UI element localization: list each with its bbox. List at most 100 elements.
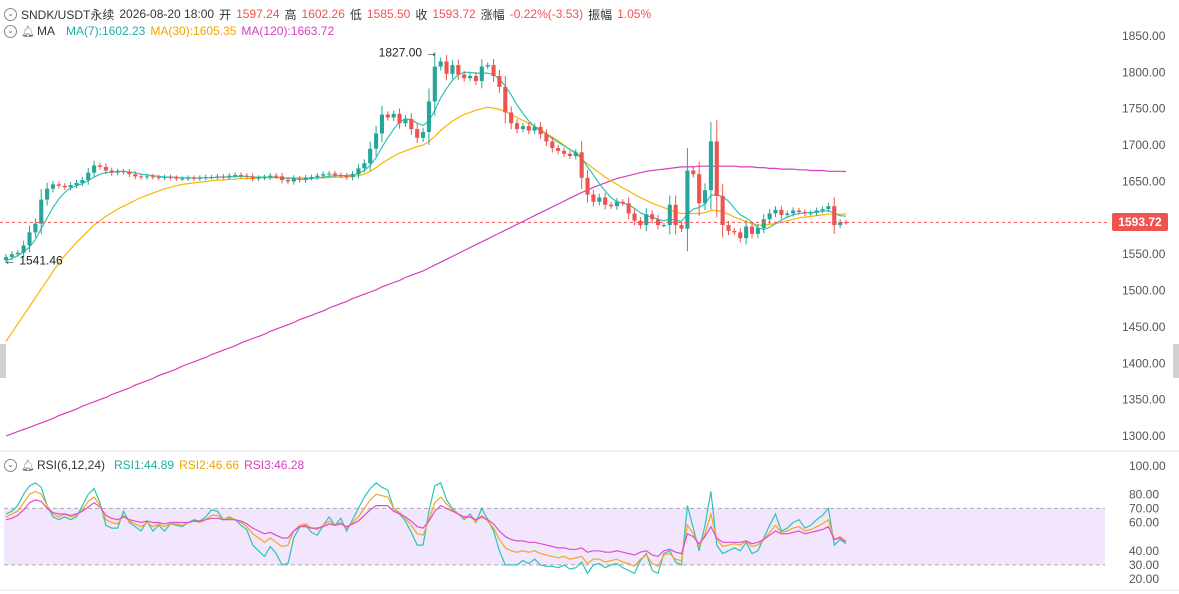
candle-body [415,129,420,138]
candle-body [650,214,655,220]
candle-body [426,101,431,132]
candle-body [362,163,367,169]
candle-body [56,184,61,186]
candle-body [773,209,778,214]
change-label: 涨幅 [480,7,505,22]
rsi-band [4,508,1105,565]
candle-body [761,219,766,228]
candle-body [726,225,731,231]
ma-legend: ⌄ 🔔︎ MA MA(7):1602.23 MA(30):1605.35 MA(… [0,23,339,39]
candle-body [150,176,155,178]
price-tick-label: 1800.00 [1122,65,1166,79]
candle-body [256,177,261,179]
candle-body [655,219,661,226]
rsi-label[interactable]: RSI(6,12,24) [36,458,106,472]
candle-body [291,178,296,182]
collapse-icon[interactable]: ⌄ [4,458,17,472]
candle-body [838,222,843,226]
high-annotation: 1827.00 → [379,46,438,60]
candle-body [80,180,85,183]
collapse-icon[interactable]: ⌄ [4,7,17,21]
candle-body [133,174,138,177]
candle-body [450,65,455,74]
price-tick-label: 1550.00 [1122,247,1166,261]
candle-body [573,152,578,156]
close-label: 收 [415,7,428,22]
candle-body [491,65,496,76]
candle-body [473,76,478,82]
candle-body [203,177,208,179]
ma120-line [5,165,847,437]
price-tick-label: 1850.00 [1122,29,1166,43]
candle-body [209,177,214,179]
candle-body [667,204,672,226]
candle-body [708,141,713,191]
candle-body [468,76,473,79]
change-value: -0.22%(-3.53) [509,7,584,21]
rsi-legend: ⌄ 🔔︎ RSI(6,12,24) RSI1:44.89 RSI2:46.66 … [0,457,309,473]
candle-body [820,209,825,211]
candle-body [121,171,126,173]
candle-body [785,213,790,215]
candle-body [714,141,719,196]
candle-body [227,175,232,178]
candle-body [191,177,197,179]
candle-body [86,172,91,180]
candle-body [603,197,608,205]
price-tick-label: 1500.00 [1122,284,1166,298]
low-value: 1585.50 [366,7,411,21]
bell-icon[interactable]: 🔔︎ [21,459,35,472]
candle-body [661,225,666,227]
rsi1-legend: RSI1:44.89 [114,458,175,472]
rsi-tick-label: 60.00 [1129,516,1159,530]
candle-body [303,177,308,180]
candle-body [356,168,361,175]
candle-body [368,148,373,164]
candle-body [21,245,26,253]
candle-body [68,185,73,188]
candle-body [45,188,50,200]
open-label: 开 [219,7,232,22]
collapse-icon[interactable]: ⌄ [4,24,17,38]
ma-label[interactable]: MA [36,24,55,38]
candle-body [409,118,414,130]
price-tick-label: 1750.00 [1122,102,1166,116]
candle-body [732,230,737,233]
rsi-tick-label: 30.00 [1129,558,1159,572]
low-label: 低 [349,7,362,22]
last-price-tag: 1593.72 [1112,213,1168,231]
candle-body [832,206,837,226]
candle-body [33,223,38,233]
candle-body [379,114,384,134]
candle-body [274,175,279,177]
amplitude-value: 1.05% [617,7,652,21]
candle-body [62,185,67,188]
candle-body [168,177,173,179]
candle-body [262,177,267,179]
left-scroll-handle[interactable] [0,344,6,378]
candle-body [338,174,343,176]
candle-body [197,177,202,179]
candle-body [567,153,572,156]
candle-body [327,173,332,175]
open-value: 1597.24 [236,7,280,21]
candle-body [767,213,772,220]
rsi-tick-label: 100.00 [1129,459,1166,473]
candle-body [397,113,402,124]
candle-body [215,176,220,178]
candle-body [144,176,150,178]
candle-body [39,199,44,224]
right-scroll-handle[interactable] [1173,344,1179,378]
candle-body [556,148,561,151]
candle-body [479,66,484,82]
candle-body [221,176,226,178]
candle-body [238,174,244,176]
price-tick-label: 1400.00 [1122,356,1166,370]
high-value: 1602.26 [301,7,345,21]
candle-body [432,66,437,102]
candle-body [814,210,819,213]
bell-icon[interactable]: 🔔︎ [21,25,35,38]
candle-body [520,126,525,130]
ma30-line [5,106,847,342]
